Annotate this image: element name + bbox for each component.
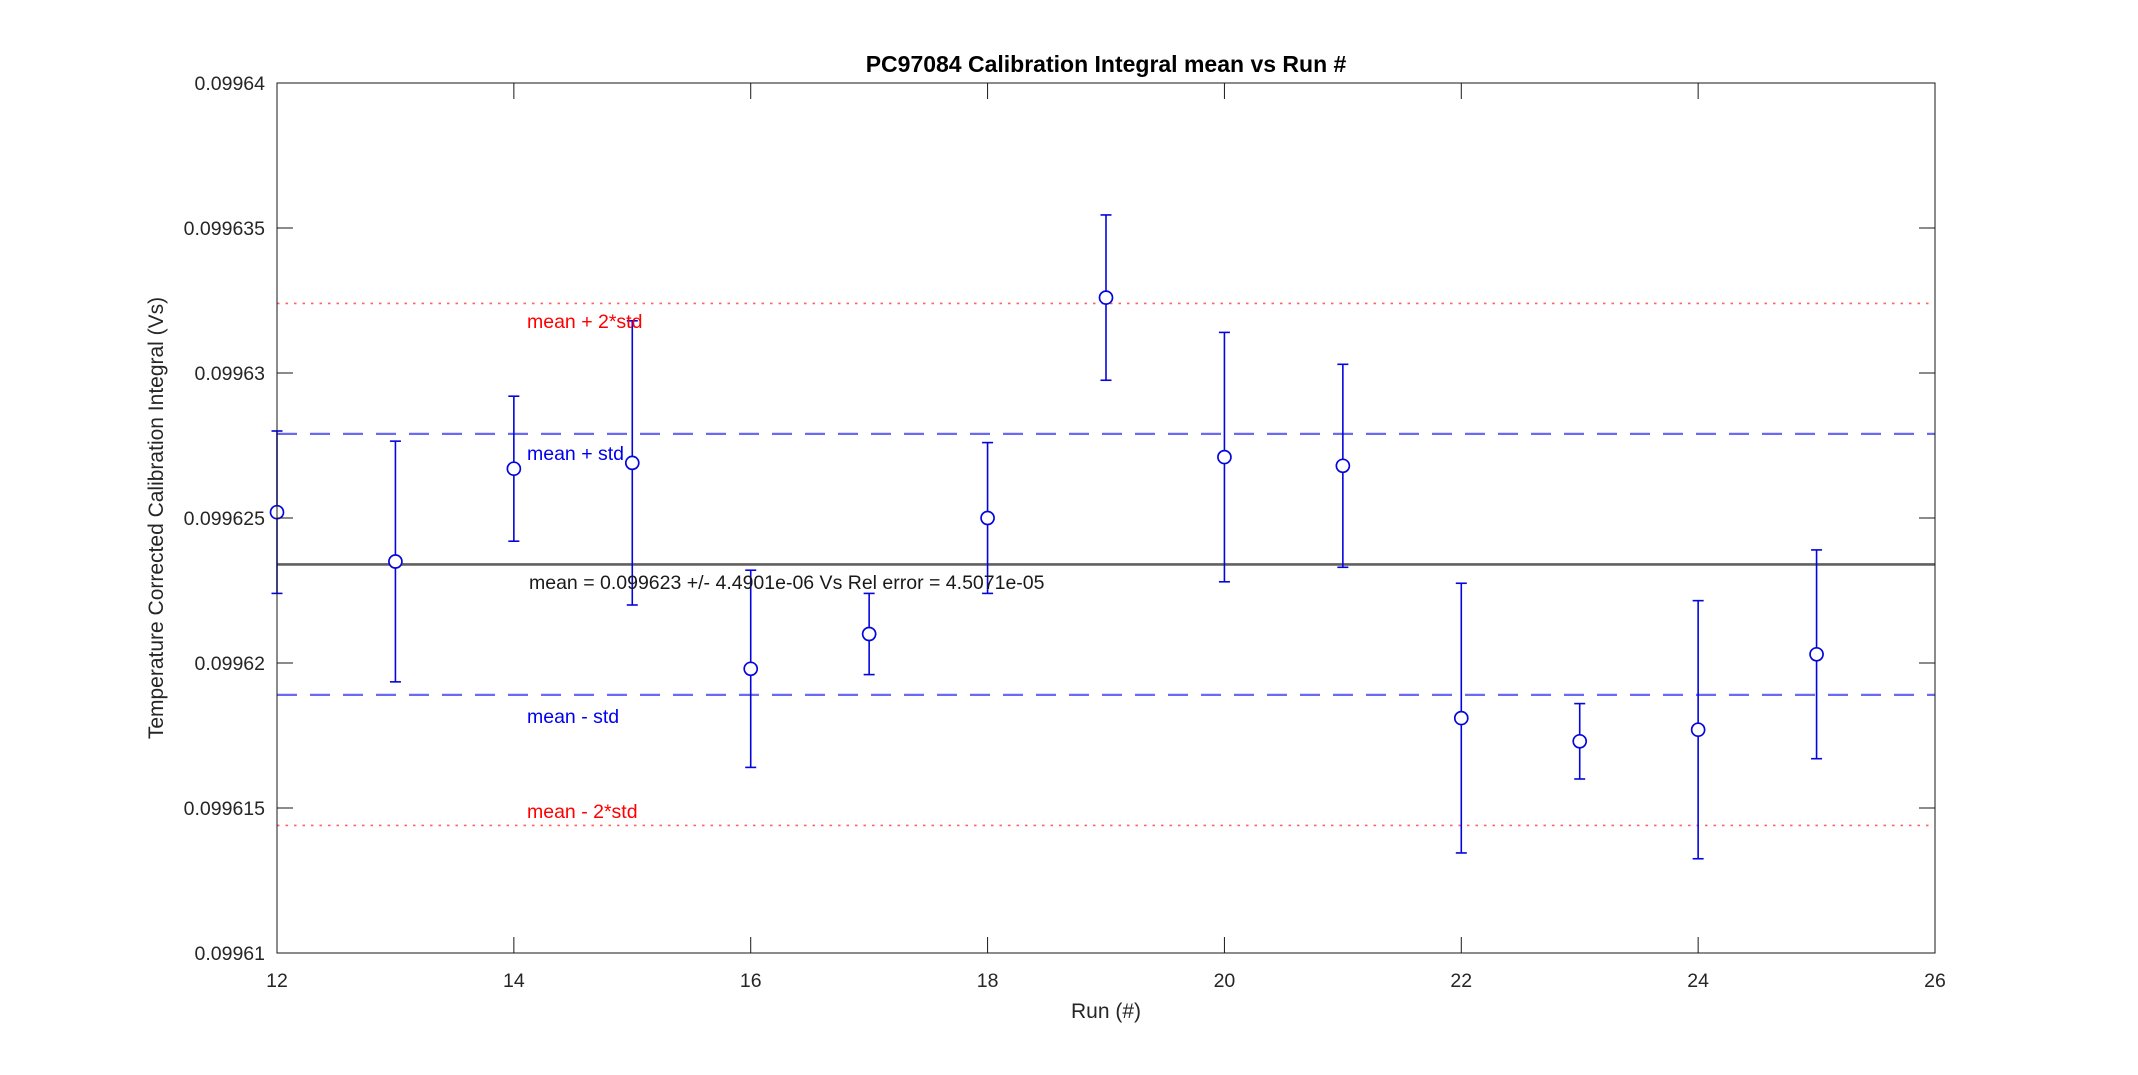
errorbar-run-23 <box>1572 702 1588 780</box>
y-tick-label: 0.099625 <box>184 508 265 530</box>
data-marker <box>861 626 877 642</box>
reference-lines <box>277 302 1935 827</box>
series-calibration-integral-mean <box>269 214 1824 860</box>
y-tick-label: 0.09962 <box>195 653 266 675</box>
chart-title: PC97084 Calibration Integral mean vs Run… <box>865 51 1347 77</box>
label-mean-plus-std: mean + std <box>527 443 624 465</box>
x-axis: 12 14 16 18 20 22 24 26 <box>266 83 1946 992</box>
label-mean-minus-std: mean - std <box>527 706 619 728</box>
errorbar-run-16 <box>743 569 759 769</box>
mean-stats-annotation: mean = 0.099623 +/- 4.4901e-06 Vs Rel er… <box>529 572 1045 594</box>
x-tick-label: 14 <box>503 970 525 992</box>
errorbar-run-21 <box>1335 363 1351 569</box>
data-marker <box>1098 290 1114 305</box>
errorbar-run-14 <box>506 395 522 543</box>
data-marker <box>1809 646 1824 662</box>
errorbar-run-13 <box>388 440 403 683</box>
errorbar-run-24 <box>1690 599 1706 860</box>
x-tick-label: 20 <box>1214 970 1236 992</box>
y-tick-label: 0.09963 <box>195 363 266 385</box>
errorbar-run-20 <box>1217 331 1232 583</box>
data-marker <box>1690 722 1706 738</box>
data-marker <box>1572 733 1588 749</box>
x-tick-label: 26 <box>1924 970 1946 992</box>
x-tick-label: 24 <box>1687 970 1709 992</box>
y-tick-label: 0.099635 <box>184 218 265 240</box>
data-marker <box>743 661 759 677</box>
x-tick-label: 16 <box>740 970 762 992</box>
data-marker <box>1335 458 1351 474</box>
errorbar-run-19 <box>1098 214 1114 382</box>
data-marker <box>506 461 522 477</box>
data-marker <box>980 510 995 526</box>
y-axis: 0.09961 0.099615 0.09962 0.099625 0.09963 0.0… <box>184 73 1935 965</box>
annotations: mean + 2*std mean + std mean = 0.099623 +/… <box>527 311 1045 823</box>
errorbar-run-15 <box>624 319 640 606</box>
x-axis-label: Run (#) <box>1070 1000 1142 1023</box>
y-tick-label: 0.09961 <box>195 943 266 965</box>
y-tick-label: 0.09964 <box>195 73 266 95</box>
data-marker <box>1453 710 1469 726</box>
y-axis-label: Temperature Corrected Calibration Integr… <box>145 296 168 740</box>
data-marker <box>388 554 403 569</box>
errorbar-run-25 <box>1809 549 1824 760</box>
x-tick-label: 18 <box>977 970 999 992</box>
data-marker <box>1217 449 1232 465</box>
label-mean-minus-2std: mean - 2*std <box>527 801 638 823</box>
errorbar-run-17 <box>861 592 877 676</box>
errorbar-run-22 <box>1453 582 1469 854</box>
x-tick-label: 22 <box>1450 970 1472 992</box>
label-mean-plus-2std: mean + 2*std <box>527 311 642 333</box>
errorbar-run-18 <box>980 441 995 595</box>
plot-area <box>276 82 1936 954</box>
y-tick-label: 0.099615 <box>184 798 265 820</box>
x-tick-label: 12 <box>266 970 288 992</box>
data-marker <box>624 455 640 471</box>
